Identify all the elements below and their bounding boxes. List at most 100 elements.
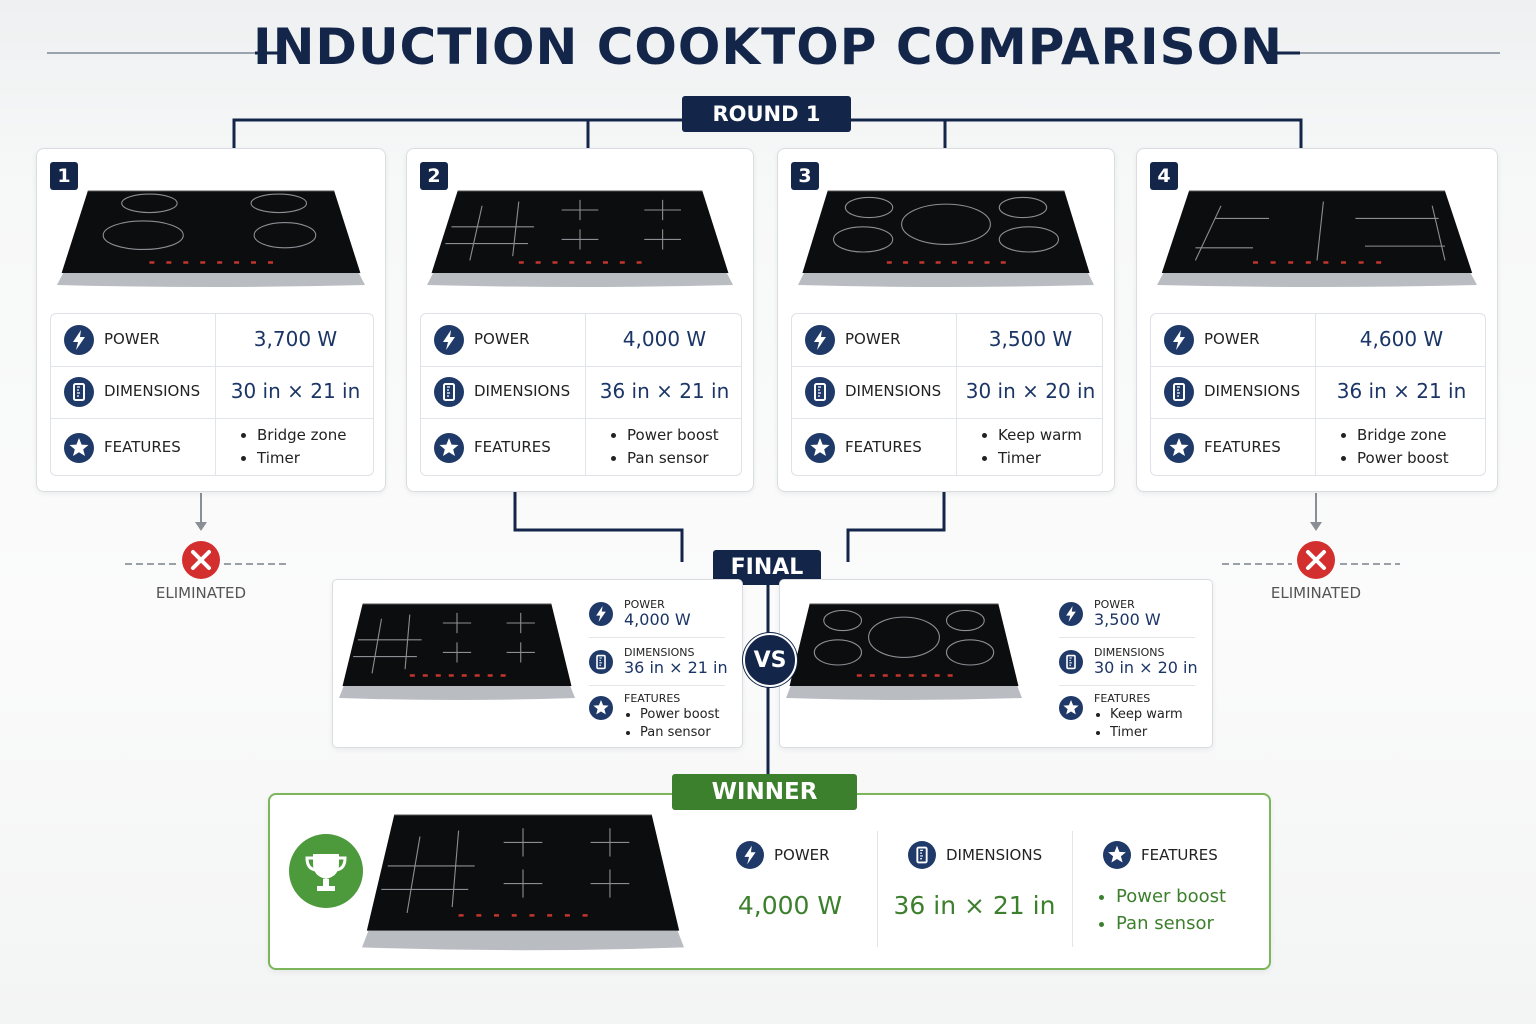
dimensions-icon	[64, 377, 94, 407]
candidate-card: 1 POWER 3,700 W DIMENSIONS 30 in × 21 in FEAT…	[36, 148, 386, 492]
candidate-card: 2 POWER 4,000 W DIMENSIONS 36 in × 21 in FEAT…	[406, 148, 754, 492]
spec-value: 36 in × 21 in	[1336, 379, 1467, 403]
table-divider	[215, 314, 216, 475]
spec-label: POWER	[104, 330, 160, 348]
features-icon	[434, 432, 464, 463]
spec-label: POWER	[1094, 598, 1135, 611]
candidate-number: 4	[1150, 162, 1178, 190]
winner-label: WINNER	[672, 774, 857, 810]
final-bracket	[513, 492, 946, 562]
power-icon	[1164, 325, 1194, 355]
spec-label: DIMENSIONS	[1094, 646, 1165, 659]
row-divider	[1151, 366, 1485, 367]
spec-label: POWER	[845, 330, 901, 348]
cooktop-image	[1157, 190, 1477, 287]
feature-item: Timer	[257, 447, 346, 470]
feature-list: Keep warmTimer	[1094, 706, 1183, 741]
eliminated-label: ELIMINATED	[1270, 584, 1362, 602]
spec-label: DIMENSIONS	[474, 382, 571, 400]
spec-value: 36 in × 21 in	[599, 379, 730, 403]
features-icon	[1059, 696, 1083, 720]
feature-item: Keep warm	[998, 424, 1082, 447]
vs-badge: VS	[743, 633, 797, 687]
row-divider	[589, 685, 725, 686]
features-icon	[1103, 841, 1131, 869]
spec-label: POWER	[1204, 330, 1260, 348]
row-divider	[421, 366, 741, 367]
feature-item: Power boost	[640, 706, 719, 724]
table-divider	[956, 314, 957, 475]
feature-item: Power boost	[627, 424, 719, 447]
spec-value: 4,000 W	[624, 610, 691, 629]
candidate-card: 4 POWER 4,600 W DIMENSIONS 36 in × 21 in FEAT…	[1136, 148, 1498, 492]
spec-label: FEATURES	[1141, 846, 1218, 864]
eliminated-marker	[125, 493, 290, 579]
cooktop-image	[362, 814, 684, 951]
spec-table: POWER 4,000 W DIMENSIONS 36 in × 21 in FEATU…	[420, 313, 742, 476]
spec-label: DIMENSIONS	[104, 382, 201, 400]
column-divider	[877, 831, 878, 947]
spec-value: 36 in × 21 in	[624, 658, 728, 677]
spec-value: 3,500 W	[988, 327, 1073, 351]
row-divider	[51, 418, 373, 419]
spec-label: FEATURES	[104, 437, 181, 456]
power-icon	[1059, 602, 1083, 626]
row-divider	[792, 366, 1102, 367]
features-icon	[589, 696, 613, 720]
winner-card: POWER 4,000 W DIMENSIONS 36 in × 21 in FEATU…	[268, 793, 1271, 970]
row-divider	[589, 637, 725, 638]
feature-list: Bridge zoneTimer	[241, 424, 346, 469]
feature-item: Power boost	[1357, 447, 1449, 470]
feature-list: Bridge zonePower boost	[1341, 424, 1449, 469]
spec-label: DIMENSIONS	[624, 646, 695, 659]
spec-value: 3,500 W	[1094, 610, 1161, 629]
eliminated-marker	[1222, 493, 1400, 579]
table-divider	[585, 314, 586, 475]
dimensions-icon	[1164, 377, 1194, 407]
trophy-icon	[289, 834, 363, 908]
feature-list: Keep warmTimer	[982, 424, 1082, 469]
feature-item: Pan sensor	[627, 447, 719, 470]
feature-item: Timer	[998, 447, 1082, 470]
spec-label: FEATURES	[474, 437, 551, 456]
power-icon	[805, 325, 835, 355]
dimensions-icon	[805, 377, 835, 407]
spec-value: 30 in × 20 in	[1094, 658, 1198, 677]
spec-label: DIMENSIONS	[1204, 382, 1301, 400]
dimensions-icon	[1059, 650, 1083, 674]
row-divider	[1151, 418, 1485, 419]
eliminated-label: ELIMINATED	[155, 584, 247, 602]
feature-item: Bridge zone	[257, 424, 346, 447]
cooktop-image	[427, 190, 733, 287]
spec-label: POWER	[624, 598, 665, 611]
round-label: ROUND 1	[682, 96, 851, 132]
row-divider	[792, 418, 1102, 419]
feature-list: Power boostPan sensor	[1098, 883, 1226, 937]
features-icon	[64, 432, 94, 463]
spec-label: POWER	[774, 846, 830, 864]
spec-value: 4,600 W	[1359, 327, 1444, 351]
feature-item: Keep warm	[1110, 706, 1183, 724]
row-divider	[421, 418, 741, 419]
row-divider	[51, 366, 373, 367]
spec-label: FEATURES	[624, 692, 681, 705]
page-title: INDUCTION COOKTOP COMPARISON	[252, 18, 1283, 76]
candidate-number: 1	[50, 162, 78, 190]
candidate-number: 2	[420, 162, 448, 190]
spec-table: POWER 3,500 W DIMENSIONS 30 in × 20 in FEATU…	[791, 313, 1103, 476]
spec-table: POWER 4,600 W DIMENSIONS 36 in × 21 in FEATU…	[1150, 313, 1486, 476]
spec-value: 36 in × 21 in	[893, 891, 1056, 920]
cooktop-image	[786, 603, 1022, 700]
spec-value: 30 in × 21 in	[230, 379, 361, 403]
features-icon	[1164, 432, 1194, 463]
feature-item: Power boost	[1116, 883, 1226, 910]
feature-item: Bridge zone	[1357, 424, 1449, 447]
spec-value: 4,000 W	[737, 891, 843, 920]
power-icon	[736, 841, 764, 869]
column-divider	[1072, 831, 1073, 947]
spec-label: DIMENSIONS	[946, 846, 1043, 864]
row-divider	[1059, 685, 1195, 686]
spec-label: FEATURES	[845, 437, 922, 456]
finalist-card: POWER 4,000 W DIMENSIONS 36 in × 21 in FEATU…	[332, 579, 743, 748]
finalist-card: POWER 3,500 W DIMENSIONS 30 in × 20 in FEATU…	[779, 579, 1213, 748]
